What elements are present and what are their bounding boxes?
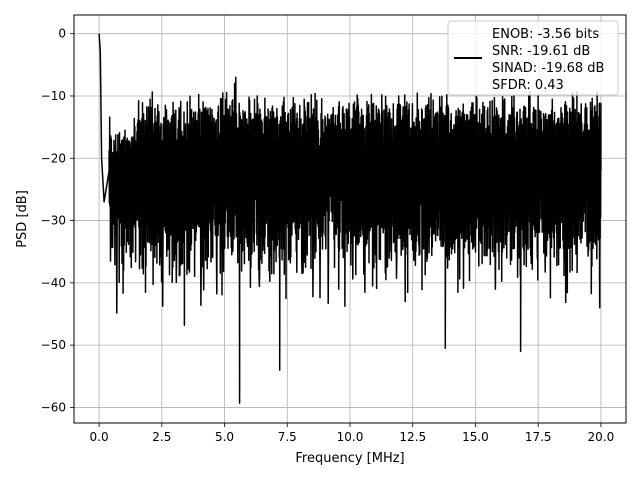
x-axis-ticks: 0.0 2.5 5.0 7.5 10.0 12.5 15.0 17.5 20.0 <box>90 423 615 444</box>
y-tick-label: −20 <box>41 151 66 165</box>
legend: ENOB: -3.56 bits SNR: -19.61 dB SINAD: -… <box>447 20 619 96</box>
x-tick-label: 12.5 <box>399 430 426 444</box>
x-axis-label: Frequency [MHz] <box>295 451 404 466</box>
x-tick-label: 7.5 <box>278 430 297 444</box>
x-tick-label: 5.0 <box>215 430 234 444</box>
x-tick-label: 10.0 <box>337 430 364 444</box>
y-axis-label: PSD [dB] <box>15 190 30 248</box>
x-tick-label: 20.0 <box>588 430 615 444</box>
y-tick-label: −60 <box>41 400 66 414</box>
y-tick-label: 0 <box>58 27 66 41</box>
y-tick-label: −30 <box>41 214 66 228</box>
plot-area <box>98 33 602 404</box>
y-axis-ticks: 0 −10 −20 −30 −40 −50 −60 <box>41 27 74 414</box>
legend-line-sinad: SINAD: -19.68 dB <box>492 61 604 76</box>
y-tick-label: −50 <box>41 338 66 352</box>
psd-series-line <box>98 33 602 404</box>
x-tick-label: 15.0 <box>462 430 489 444</box>
x-tick-label: 0.0 <box>90 430 109 444</box>
y-tick-label: −10 <box>41 89 66 103</box>
x-tick-label: 17.5 <box>525 430 552 444</box>
legend-box <box>447 20 619 96</box>
y-tick-label: −40 <box>41 276 66 290</box>
legend-line-snr: SNR: -19.61 dB <box>492 44 590 59</box>
legend-line-enob: ENOB: -3.56 bits <box>492 27 599 42</box>
x-tick-label: 2.5 <box>152 430 171 444</box>
legend-line-sfdr: SFDR: 0.43 <box>492 78 564 93</box>
